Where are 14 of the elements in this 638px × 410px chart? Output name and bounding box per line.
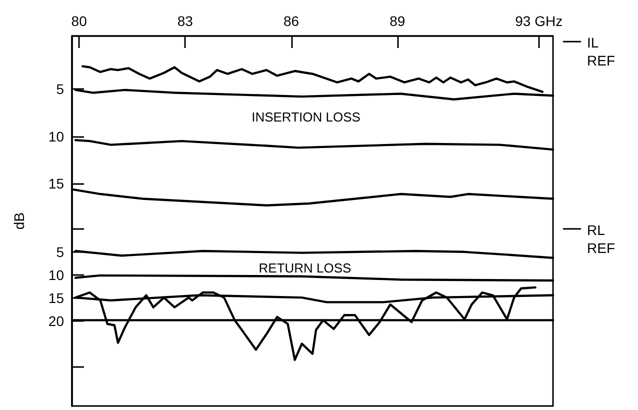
y-tick-label: 15	[48, 176, 64, 192]
annotation: RETURN LOSS	[258, 260, 352, 276]
y2-axis-title: dB	[11, 212, 27, 230]
x-tick-label: 86	[283, 13, 300, 29]
y2-tick-label: 20	[48, 313, 64, 330]
x-tick-label: 80	[71, 13, 88, 29]
x-tick-label: 83	[177, 13, 194, 29]
ref-line-label: RL REF	[587, 222, 615, 256]
ref-line-label: IL REF	[587, 34, 615, 69]
y-tick-label: 5	[56, 80, 64, 97]
annotation: INSERTION LOSS	[252, 110, 361, 124]
x-tick-label: 89	[390, 13, 406, 29]
x-tick-label: 93 GHz	[515, 13, 563, 29]
y-tick-label: 10	[48, 128, 64, 144]
